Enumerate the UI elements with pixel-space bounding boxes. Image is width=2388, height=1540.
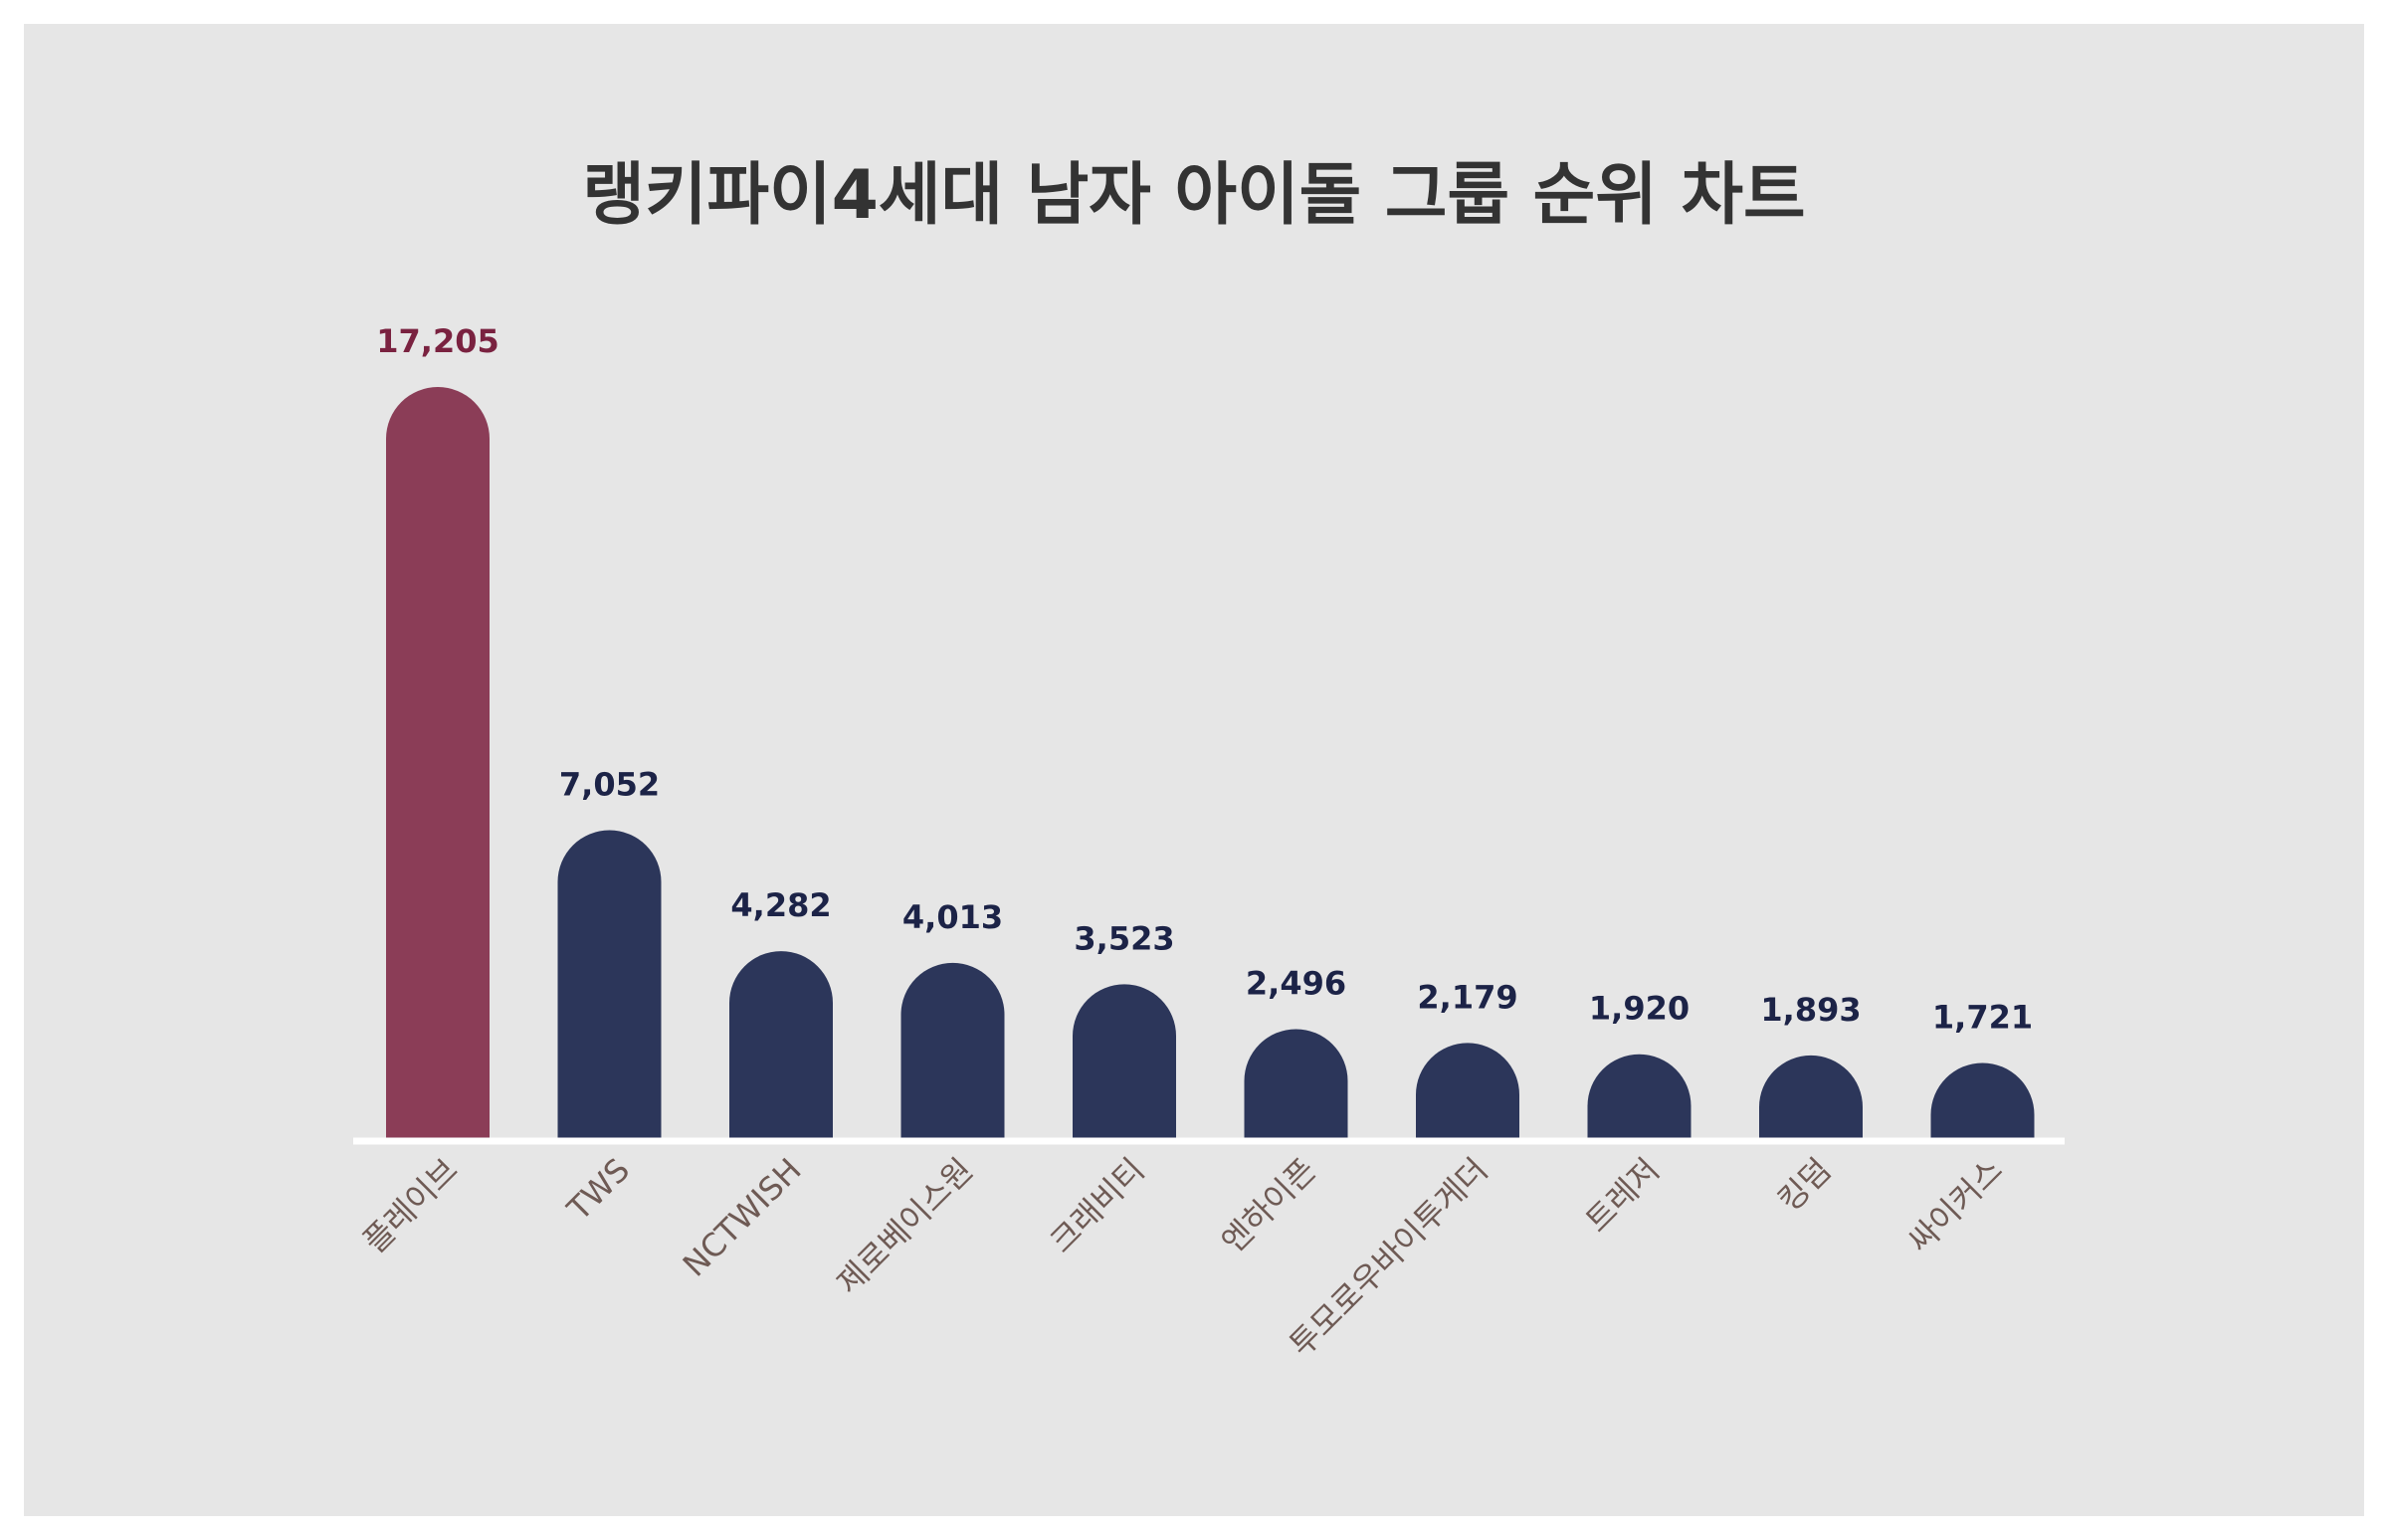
- value-label: 1,920: [1589, 990, 1690, 1028]
- bar-제로베이스원: [900, 962, 1005, 1138]
- category-label: 크래비티: [1043, 1151, 1152, 1260]
- bars-group: [386, 387, 2035, 1138]
- value-label: 7,052: [559, 766, 660, 804]
- value-label: 2,496: [1246, 964, 1346, 1002]
- bar-킹덤: [1759, 1055, 1863, 1138]
- bar-엔하이픈: [1244, 1029, 1348, 1138]
- category-label: 플레이브: [356, 1151, 466, 1260]
- category-label: 엔하이픈: [1214, 1151, 1323, 1260]
- bar-크래비티: [1073, 984, 1176, 1138]
- bar-싸이커스: [1930, 1062, 2035, 1138]
- value-labels-group: 17,205 7,052 4,282 4,013 3,523 2,496 2,179 1,92…: [376, 322, 2033, 1036]
- value-label: 1,893: [1760, 991, 1861, 1029]
- bar-NCTWISH: [729, 951, 833, 1138]
- category-label: 킹덤: [1770, 1151, 1839, 1220]
- category-label: 트레저: [1578, 1151, 1667, 1240]
- category-label: 제로베이스원: [829, 1151, 980, 1302]
- value-label: 1,721: [1932, 998, 2033, 1036]
- value-label: 2,179: [1417, 978, 1517, 1016]
- category-label: NCTWISH: [676, 1151, 809, 1284]
- value-label: 17,205: [376, 322, 498, 360]
- bar-투모로우바이투게더: [1416, 1043, 1519, 1138]
- value-label: 4,282: [730, 886, 831, 924]
- value-label: 3,523: [1074, 919, 1174, 957]
- category-label: 싸이커스: [1900, 1151, 2010, 1260]
- category-label: TWS: [559, 1151, 637, 1229]
- bar-TWS: [557, 830, 662, 1138]
- bar-트레저: [1587, 1054, 1692, 1138]
- chart-title: 랭키파이4세대 남자 아이돌 그룹 순위 차트: [582, 156, 1806, 235]
- value-label: 4,013: [902, 898, 1003, 936]
- bar-플레이브: [386, 387, 490, 1138]
